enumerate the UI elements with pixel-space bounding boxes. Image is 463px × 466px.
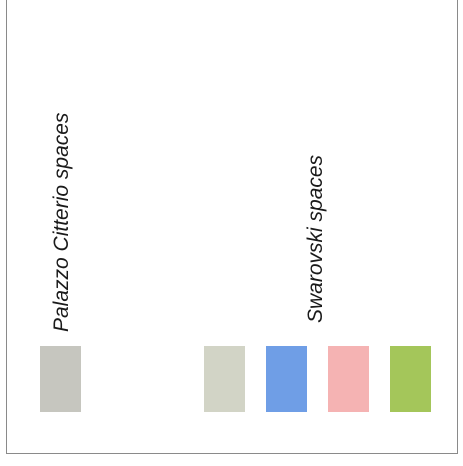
palazzo-citterio-label: Palazzo Citterio spaces [50, 112, 73, 332]
swarovski-swatch-blue [266, 346, 307, 412]
swarovski-swatch-pink [328, 346, 369, 412]
swarovski-label: Swarovski spaces [304, 154, 327, 323]
swarovski-swatch-green [390, 346, 431, 412]
palazzo-swatch-grey [40, 346, 81, 412]
swarovski-swatch-beige [204, 346, 245, 412]
